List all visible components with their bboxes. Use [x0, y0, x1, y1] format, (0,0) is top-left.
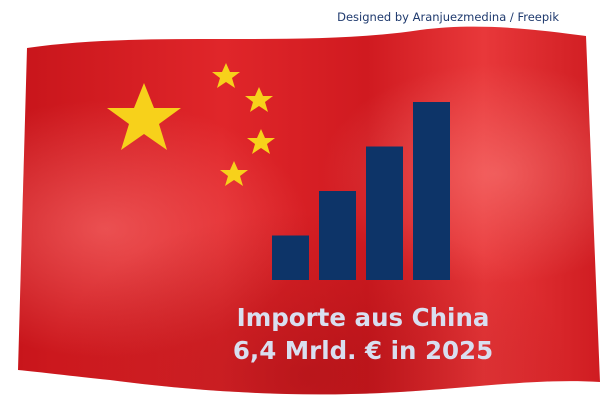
headline: Importe aus China 6,4 Mrld. € in 2025 — [232, 301, 494, 367]
small-star-icon — [245, 87, 273, 112]
headline-line2: 6,4 Mrld. € in 2025 — [232, 336, 494, 365]
chart-bar — [413, 102, 450, 280]
chart-bar — [272, 235, 309, 280]
chart-bar — [366, 146, 403, 280]
small-star-icon — [220, 161, 248, 186]
chart-bar — [319, 191, 356, 280]
small-star-icon — [212, 63, 240, 88]
headline-line1: Importe aus China — [236, 303, 490, 332]
flag-stars — [107, 63, 275, 186]
large-star-icon — [107, 83, 181, 150]
bar-chart-icon — [272, 102, 450, 280]
image-credit: Designed by Aranjuezmedina / Freepik — [337, 10, 559, 24]
small-star-icon — [247, 129, 275, 154]
